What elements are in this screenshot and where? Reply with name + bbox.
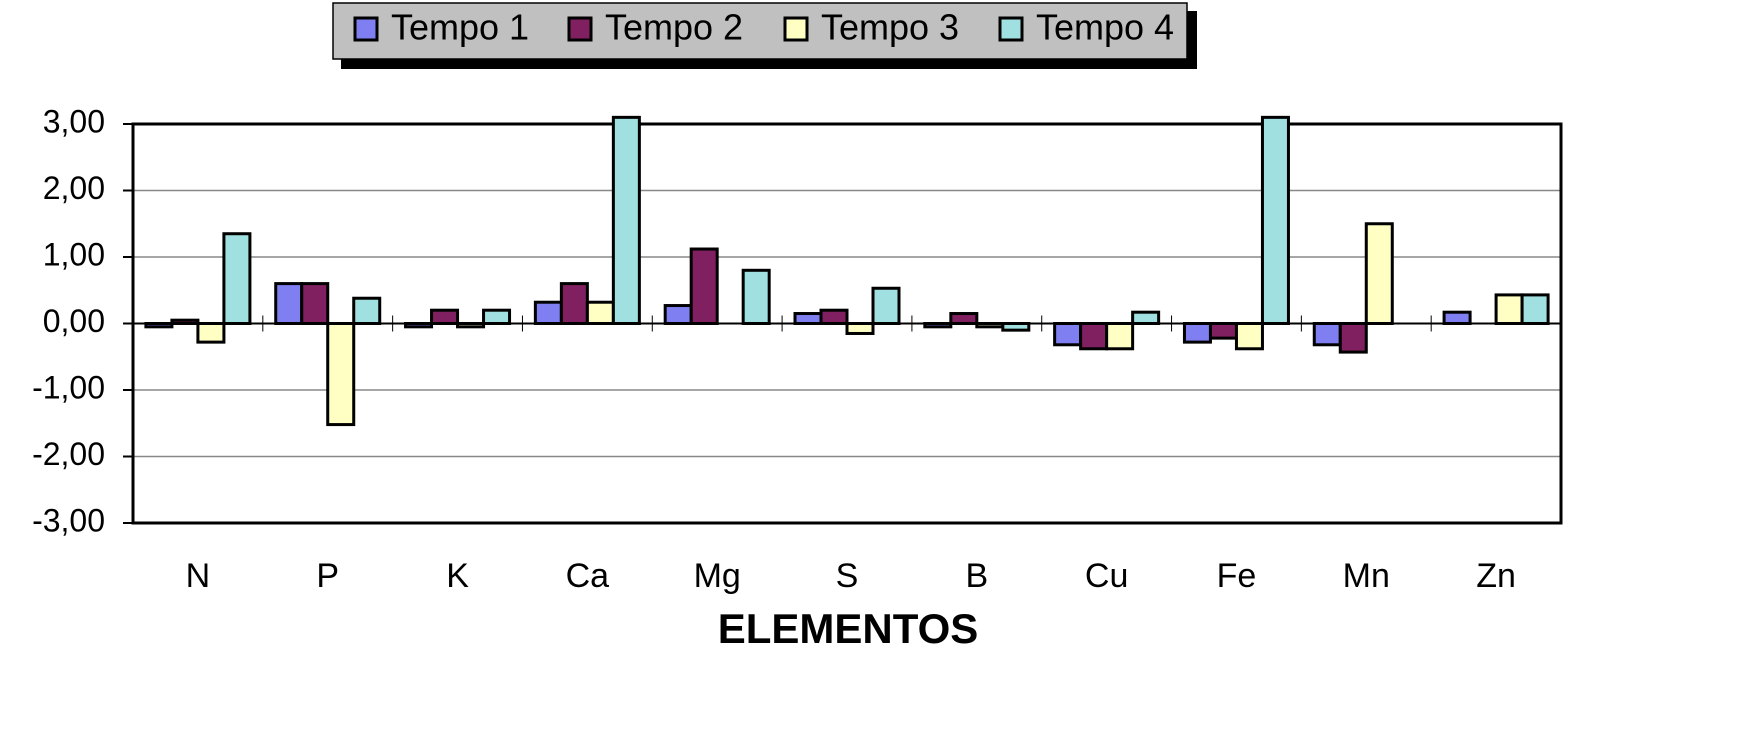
- x-tick-label: S: [836, 557, 859, 595]
- legend-swatch: [998, 16, 1024, 42]
- x-tick-label: Fe: [1217, 557, 1257, 595]
- x-tick-label: K: [446, 557, 469, 595]
- bar: [585, 300, 615, 326]
- y-tick-label: 1,00: [43, 236, 105, 272]
- legend-label: Tempo 2: [605, 7, 743, 48]
- bar: [871, 286, 901, 326]
- x-tick-label: Ca: [566, 557, 610, 595]
- x-tick-label: Mg: [694, 557, 741, 595]
- bar: [1494, 293, 1524, 325]
- y-tick-label: -2,00: [32, 436, 105, 472]
- x-tick-label: N: [186, 557, 211, 595]
- bar: [1442, 310, 1472, 326]
- bar: [1234, 322, 1264, 351]
- legend-swatch: [353, 16, 379, 42]
- bar: [793, 312, 823, 325]
- legend-swatch: [567, 16, 593, 42]
- bar: [274, 282, 304, 326]
- bar: [741, 268, 771, 325]
- x-tick-label: Mn: [1343, 557, 1390, 595]
- bar: [1312, 322, 1342, 347]
- bar: [689, 247, 719, 326]
- legend-label: Tempo 4: [1036, 7, 1174, 48]
- bar: [1079, 322, 1109, 351]
- bar: [222, 232, 252, 326]
- bar: [559, 282, 589, 326]
- bar: [352, 296, 382, 326]
- legend-label: Tempo 1: [391, 7, 529, 48]
- x-tick-label: B: [965, 557, 988, 595]
- x-tick-label: Zn: [1476, 557, 1516, 595]
- y-tick-label: 2,00: [43, 170, 105, 206]
- legend-label: Tempo 3: [821, 7, 959, 48]
- bar: [1182, 322, 1212, 344]
- bar: [196, 322, 226, 344]
- bar: [1260, 115, 1290, 325]
- y-tick-label: -3,00: [32, 502, 105, 538]
- bar: [430, 308, 460, 326]
- x-axis-title: ELEMENTOS: [718, 605, 979, 652]
- bar: [611, 115, 641, 325]
- y-tick-label: 3,00: [43, 103, 105, 139]
- bar: [663, 304, 693, 326]
- bar: [326, 322, 356, 427]
- bar: [949, 312, 979, 325]
- bar: [845, 322, 875, 335]
- bar: [1338, 322, 1368, 354]
- x-tick-label: P: [316, 557, 339, 595]
- bar: [1208, 322, 1238, 340]
- bar: [533, 300, 563, 326]
- bar: [1131, 310, 1161, 326]
- y-tick-label: -1,00: [32, 369, 105, 405]
- bar: [1364, 222, 1394, 325]
- bar: [1105, 322, 1135, 351]
- bar: [1053, 322, 1083, 347]
- bar: [482, 308, 512, 326]
- legend: [332, 2, 1188, 60]
- bar: [1520, 293, 1550, 325]
- bar: [819, 308, 849, 326]
- legend-swatch: [783, 16, 809, 42]
- x-tick-label: Cu: [1085, 557, 1128, 595]
- y-tick-label: 0,00: [43, 303, 105, 339]
- bar: [300, 282, 330, 326]
